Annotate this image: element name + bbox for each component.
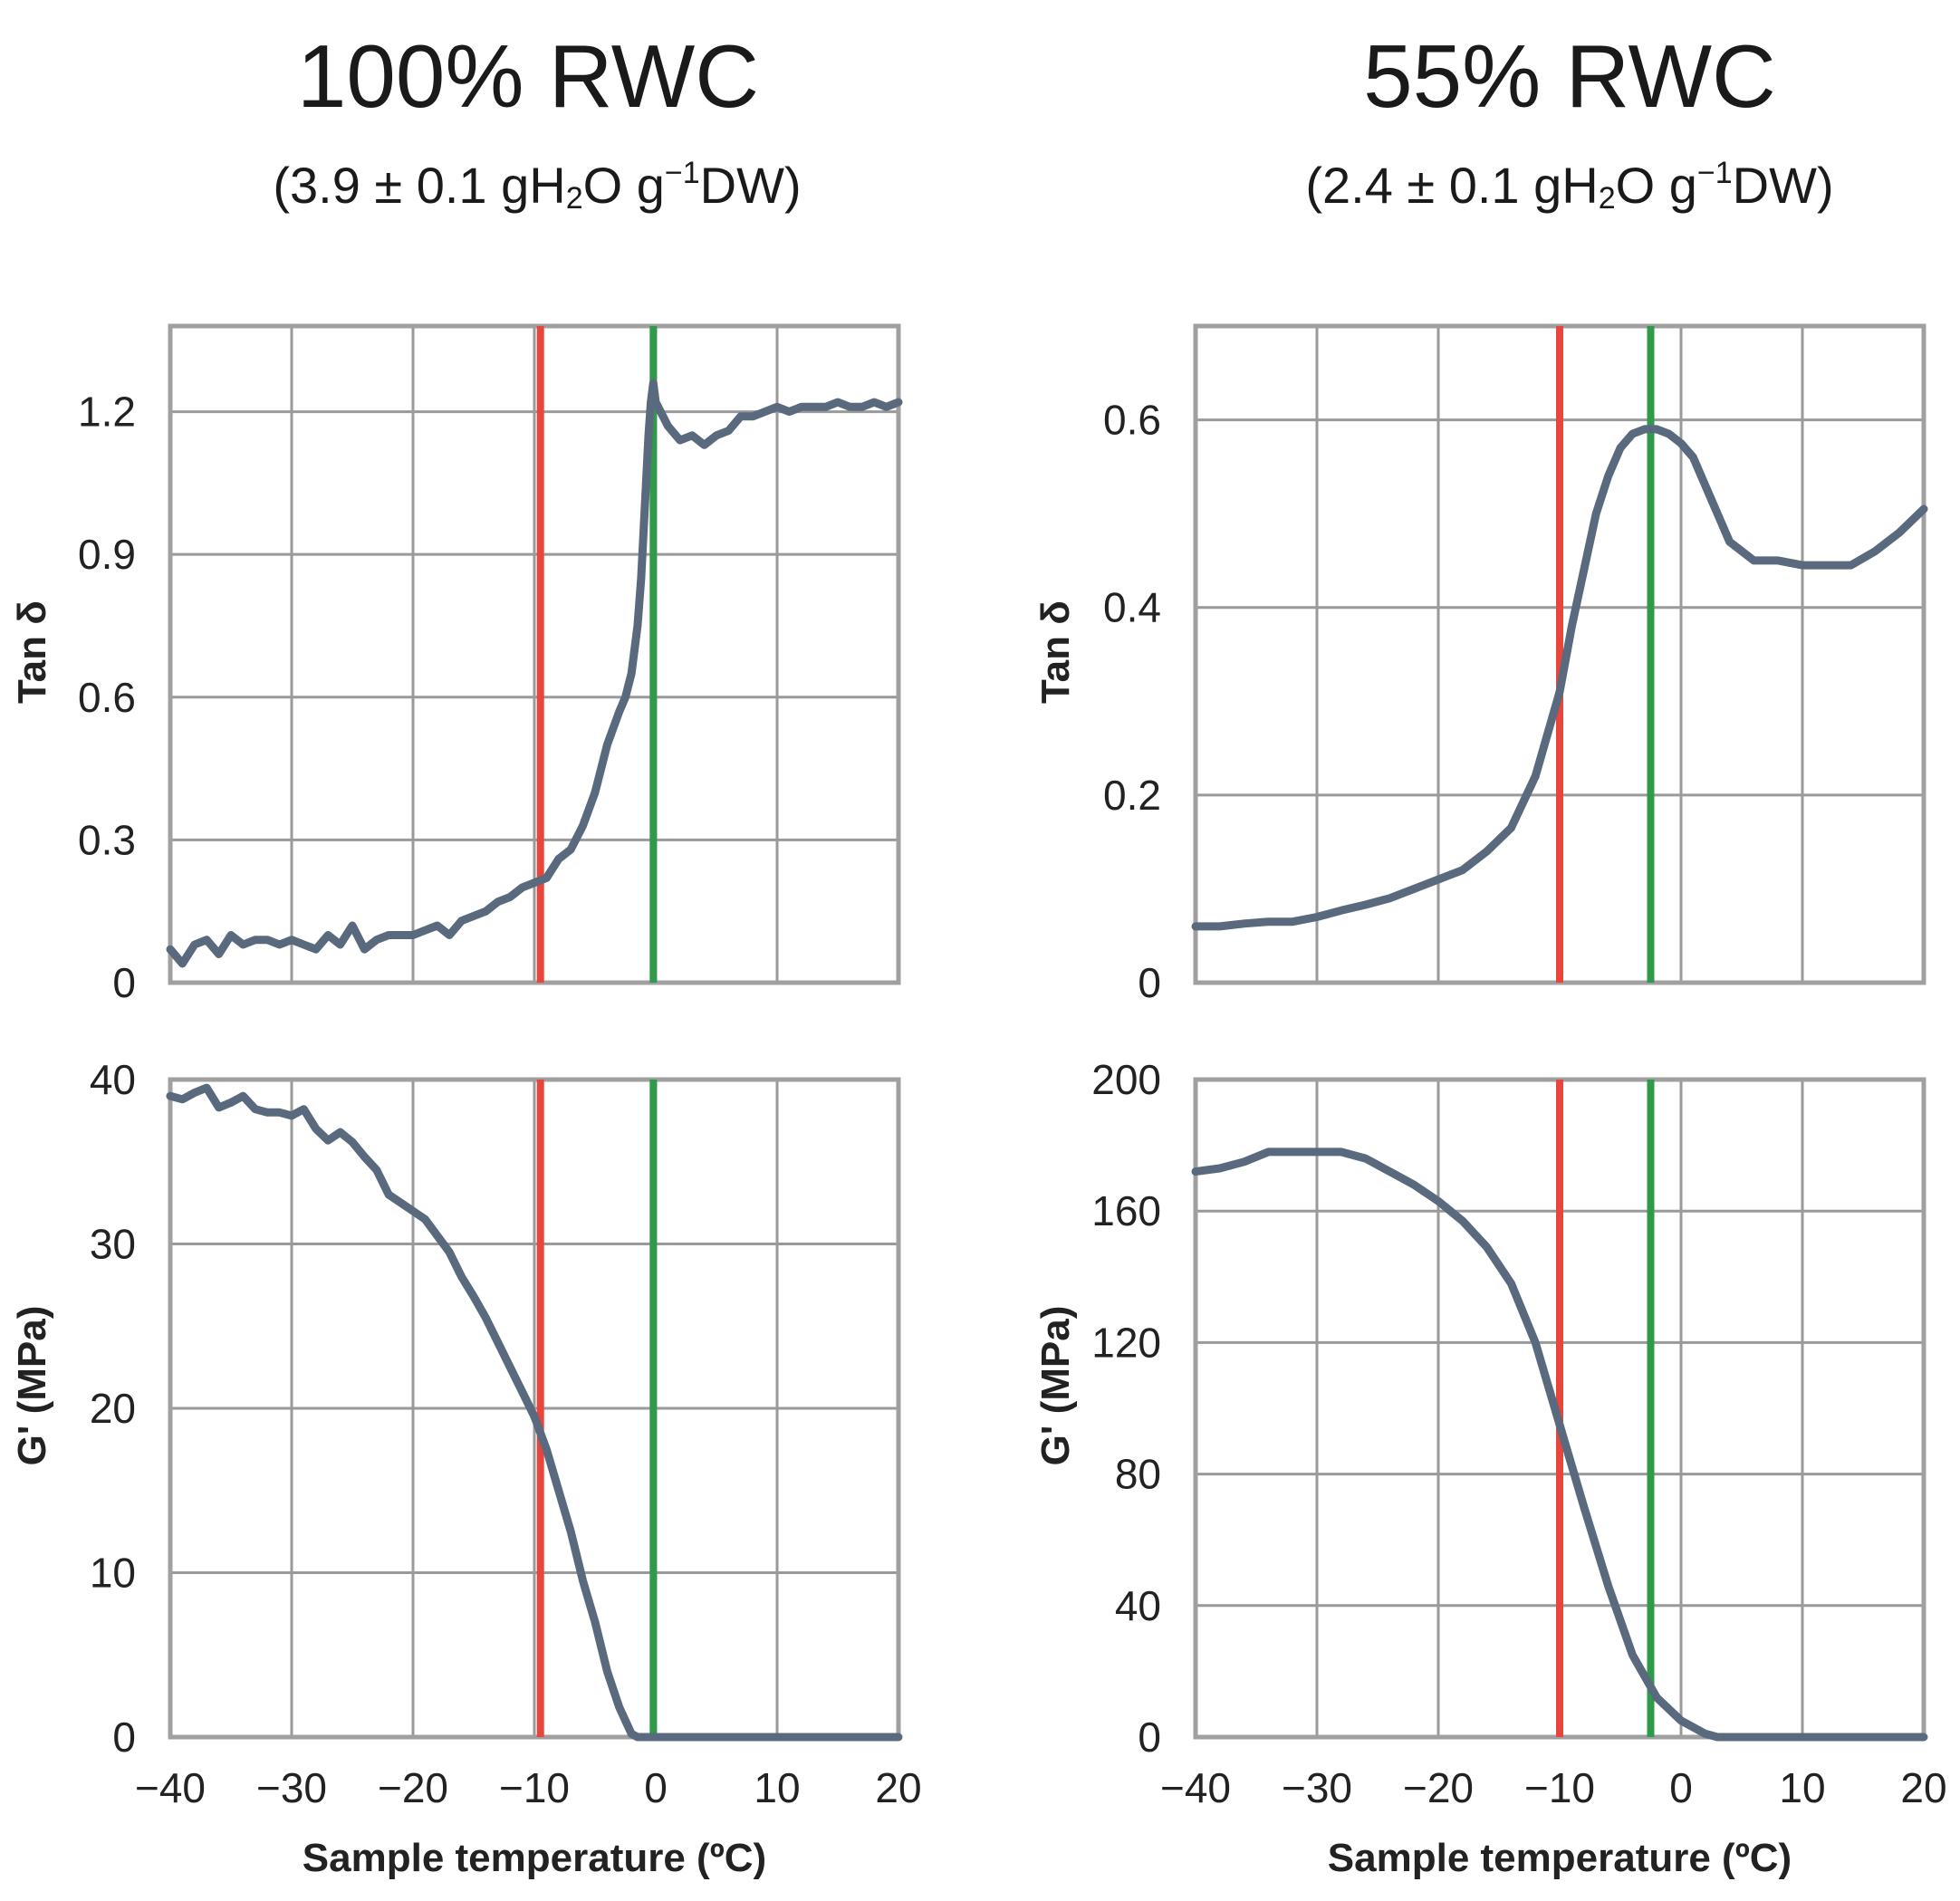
subtitle-sub: 2 — [1598, 181, 1616, 216]
y-tick-label: 0 — [112, 1714, 136, 1761]
y-tick-label: 40 — [90, 1056, 136, 1103]
y-tick-label: 40 — [1115, 1582, 1161, 1629]
y-tick-label: 200 — [1091, 1056, 1161, 1103]
x-tick-label: −30 — [1282, 1764, 1352, 1811]
subtitle-mid: O g — [582, 157, 665, 214]
y-tick-label: 0.2 — [1103, 772, 1161, 819]
plot-frame — [168, 323, 901, 985]
y-axis-label: Tan δ — [1033, 600, 1078, 704]
series-line — [166, 1083, 903, 1742]
panel-title-right: 55% RWC — [1363, 26, 1776, 126]
x-tick-label: −30 — [256, 1764, 327, 1811]
subtitle-post: DW) — [699, 157, 802, 214]
y-axis-label: G' (MPa) — [1033, 1306, 1078, 1466]
y-tick-label: 0 — [112, 959, 136, 1006]
y-tick-label: 80 — [1115, 1451, 1161, 1498]
panel-subtitle-right: (2.4 ± 0.1 gH2O g−1DW) — [1117, 156, 1960, 216]
plot-frame — [168, 1077, 901, 1740]
subtitle-post: DW) — [1732, 157, 1834, 214]
y-tick-label: 0 — [1138, 959, 1161, 1006]
x-tick-label: 10 — [1779, 1764, 1825, 1811]
x-tick-label: 20 — [1900, 1764, 1946, 1811]
y-tick-label: 0.6 — [1103, 397, 1161, 444]
x-tick-label: −20 — [378, 1764, 448, 1811]
x-tick-label: 10 — [754, 1764, 800, 1811]
x-tick-label: 20 — [875, 1764, 921, 1811]
y-tick-label: 10 — [90, 1550, 136, 1597]
x-tick-label: 0 — [1669, 1764, 1693, 1811]
subtitle-pre: (2.4 ± 0.1 gH — [1305, 157, 1599, 214]
y-axis-label: G' (MPa) — [10, 1306, 54, 1466]
x-tick-label: −10 — [1524, 1764, 1595, 1811]
y-tick-label: 160 — [1091, 1187, 1161, 1234]
panel-title-left: 100% RWC — [296, 26, 760, 126]
y-axis-label: Tan δ — [10, 600, 54, 704]
subtitle-sup: −1 — [1696, 156, 1733, 190]
y-tick-label: 1.2 — [78, 389, 136, 436]
y-tick-label: 30 — [90, 1221, 136, 1268]
x-tick-label: −40 — [1160, 1764, 1231, 1811]
y-tick-label: 0.6 — [78, 674, 136, 721]
series-line — [1191, 425, 1928, 931]
series-line — [1191, 1147, 1928, 1742]
subtitle-sup: −1 — [664, 156, 700, 190]
subtitle-mid: O g — [1615, 157, 1697, 214]
x-axis-label: Sample temperature (ºC) — [303, 1836, 766, 1880]
x-tick-label: 0 — [644, 1764, 668, 1811]
x-axis-label: Sample temperature (ºC) — [1328, 1836, 1792, 1880]
x-tick-label: −40 — [135, 1764, 206, 1811]
y-tick-label: 120 — [1091, 1319, 1161, 1366]
panel-subtitle-left: (3.9 ± 0.1 gH2O g−1DW) — [84, 156, 990, 216]
y-tick-label: 0 — [1138, 1714, 1161, 1761]
x-tick-label: −20 — [1403, 1764, 1474, 1811]
y-tick-label: 0.3 — [78, 816, 136, 863]
y-tick-label: 0.9 — [78, 531, 136, 578]
y-tick-label: 0.4 — [1103, 584, 1161, 631]
subtitle-sub: 2 — [565, 181, 583, 216]
x-tick-label: −10 — [499, 1764, 570, 1811]
y-tick-label: 20 — [90, 1385, 136, 1432]
series-line — [166, 379, 903, 968]
subtitle-pre: (3.9 ± 0.1 gH — [273, 157, 566, 214]
